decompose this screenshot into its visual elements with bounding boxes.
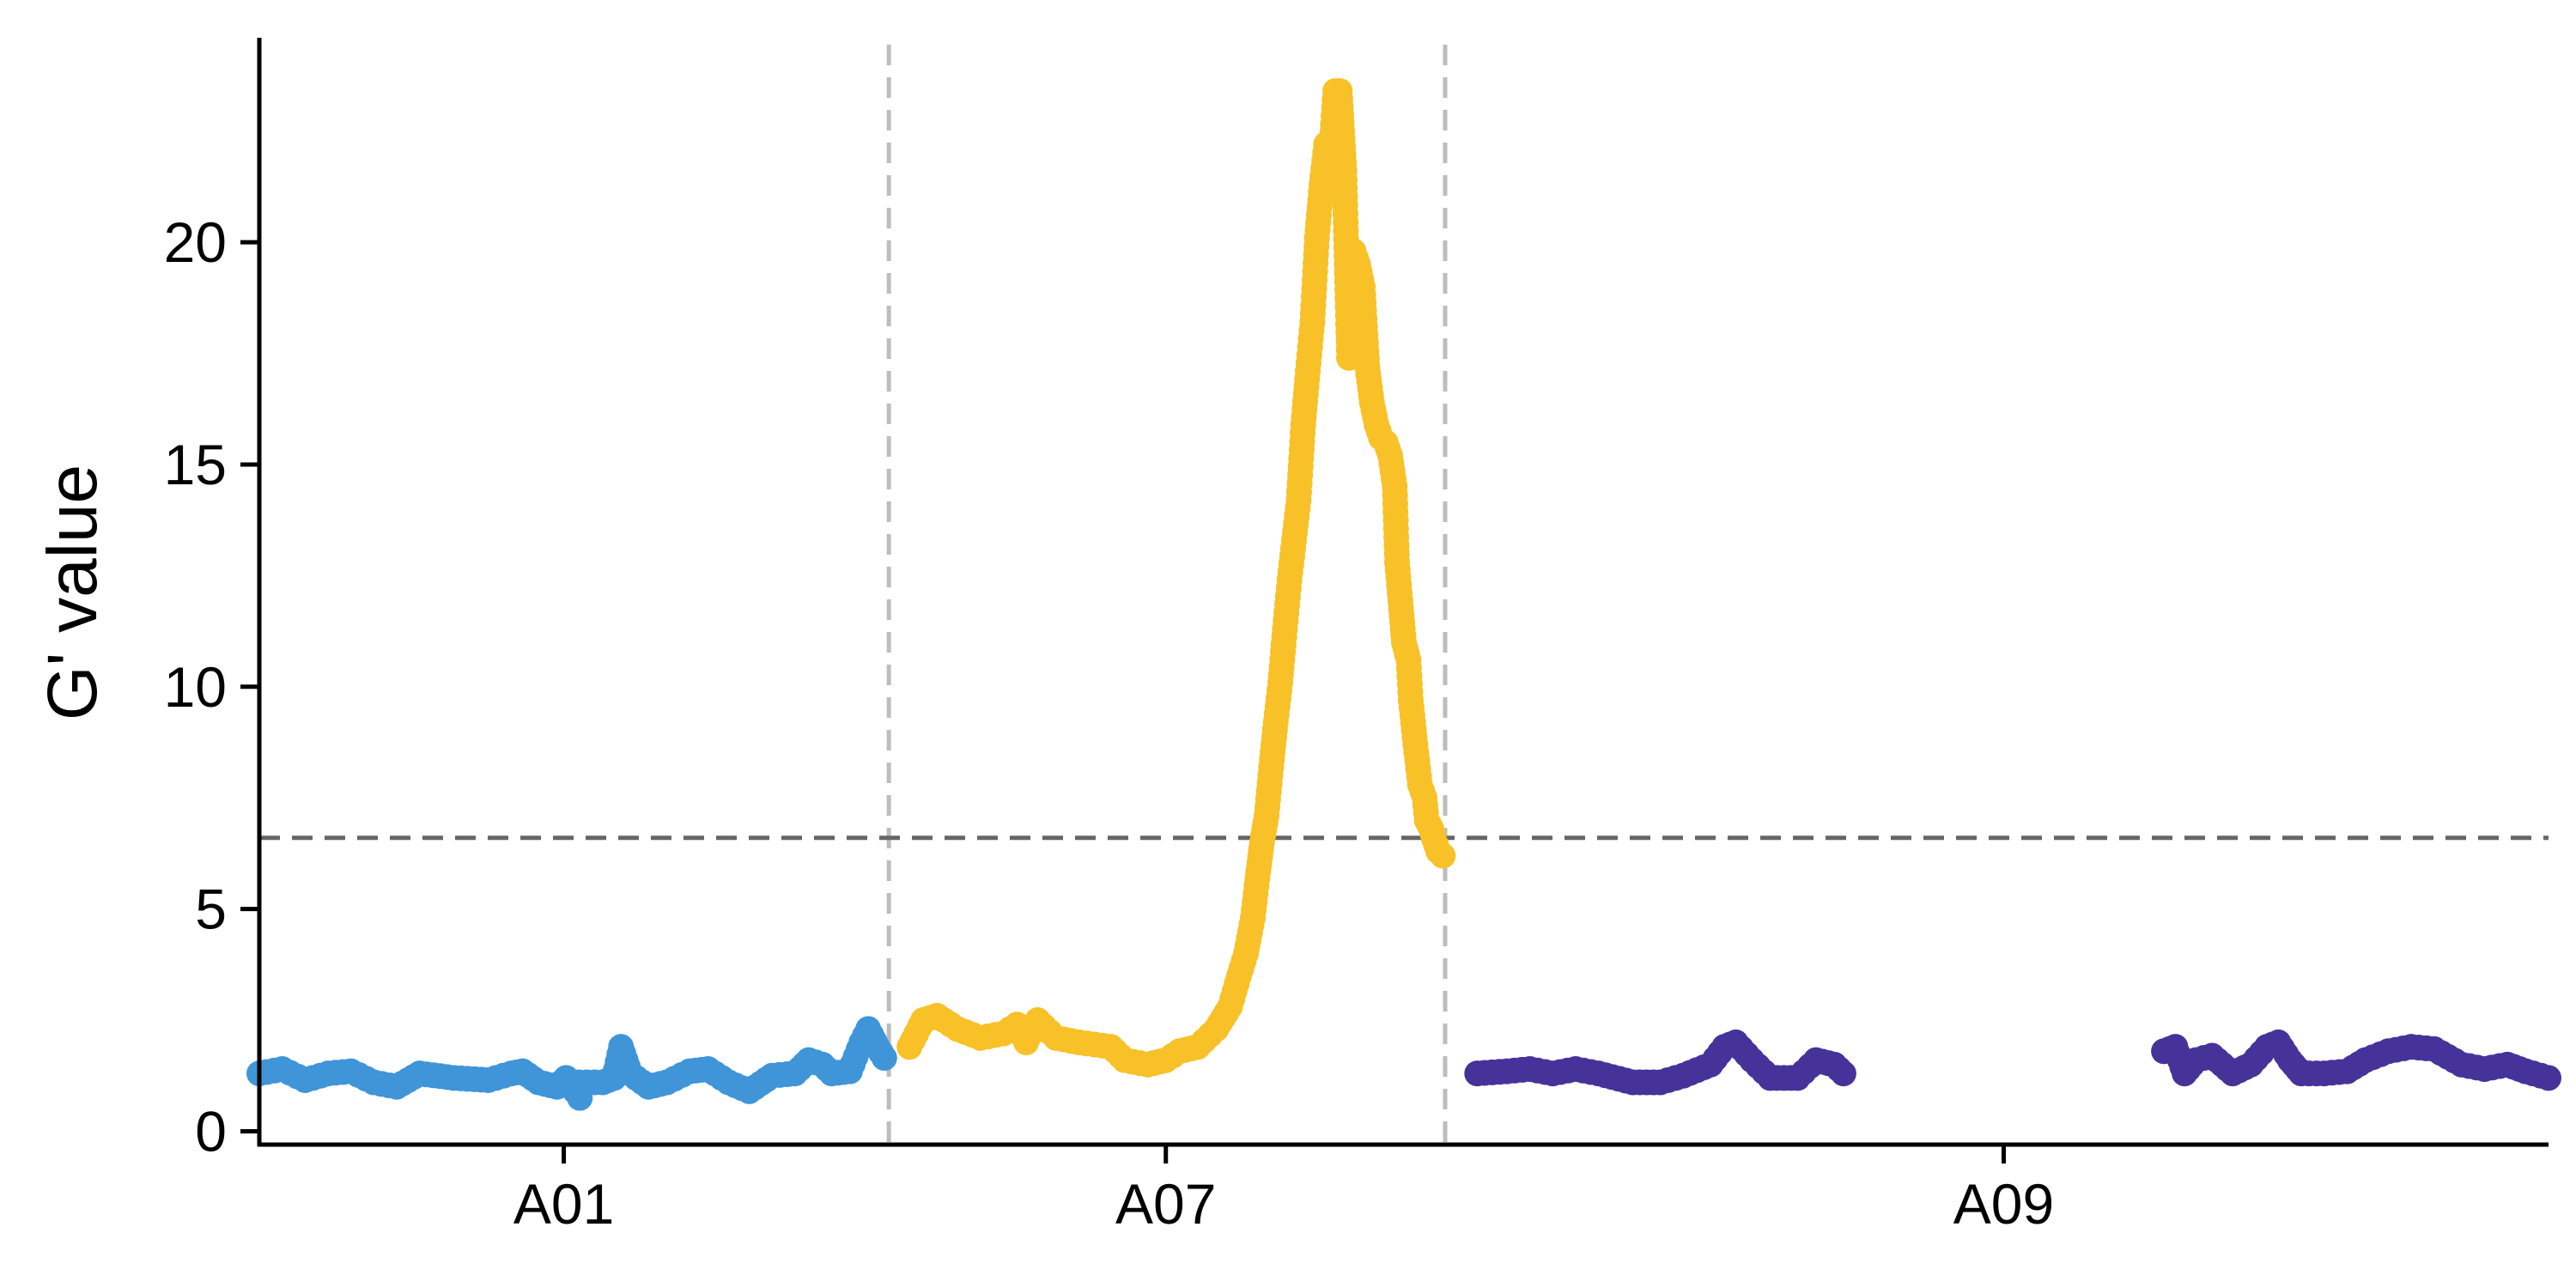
data-point-series-1 [871,1045,897,1072]
guide-lines [259,45,2549,1145]
data-point-series-2 [1430,842,1456,869]
x-tick-label: A01 [513,1172,614,1236]
axes: 0 5 10 15 20 A01 A07 A09 [164,38,2549,1236]
y-tick-label: 10 [164,655,227,719]
y-tick-label: 20 [164,210,227,274]
x-tick-label: A09 [1953,1172,2054,1236]
y-tick-label: 5 [195,878,227,941]
data-point-series-3 [1830,1060,1856,1087]
data-points [246,78,2561,1111]
data-point-series-3 [2536,1065,2561,1091]
y-tick-label: 15 [164,433,227,496]
y-axis-title: G' value [33,465,112,720]
y-tick-label: 0 [195,1099,227,1163]
x-tick-label: A07 [1115,1172,1216,1236]
